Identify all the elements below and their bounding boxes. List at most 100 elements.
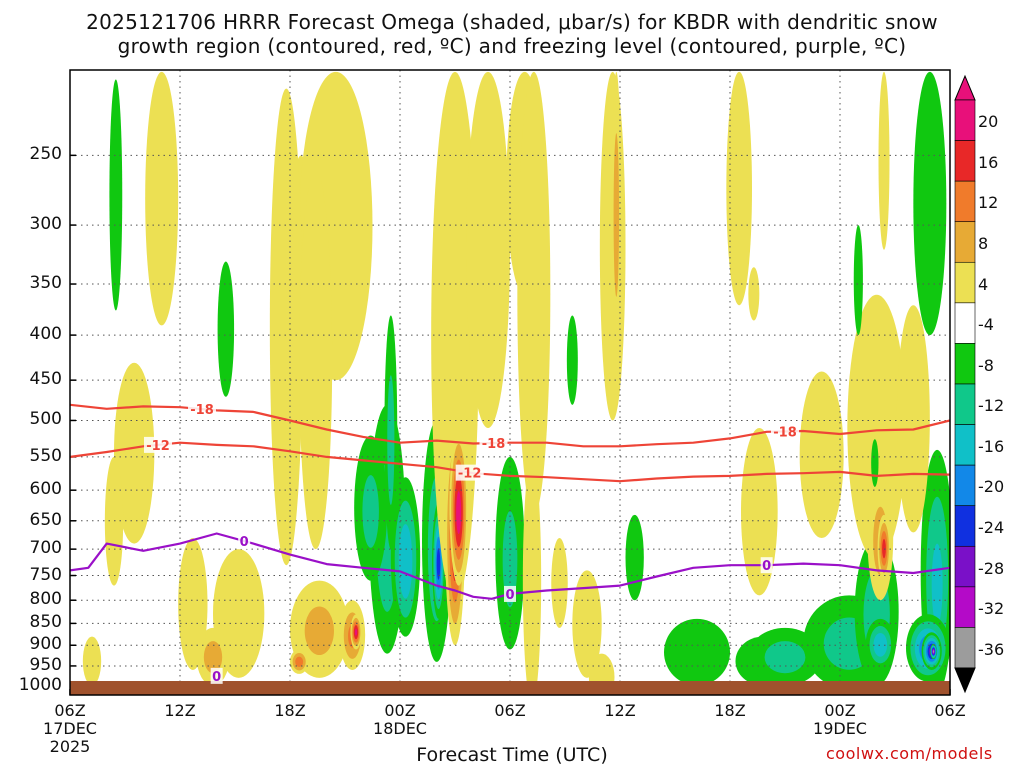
omega-band bbox=[304, 606, 335, 656]
omega-cell bbox=[354, 435, 388, 581]
omega-band bbox=[551, 538, 568, 628]
colorbar-label: -20 bbox=[978, 477, 1005, 497]
colorbar-label: -28 bbox=[978, 558, 1005, 578]
x-tick-time: 12Z bbox=[604, 701, 636, 720]
colorbar-swatch bbox=[954, 586, 976, 628]
y-tick-label: 950 bbox=[29, 654, 62, 675]
y-tick-label: 300 bbox=[29, 214, 62, 235]
omega-cell bbox=[217, 261, 235, 397]
omega-band bbox=[931, 543, 943, 625]
contour-label-bg bbox=[455, 464, 484, 481]
x-axis-label: Forecast Time (UTC) bbox=[416, 744, 608, 766]
chart-title-line1: 2025121706 HRRR Forecast Omega (shaded, … bbox=[86, 10, 938, 34]
colorbar-swatch bbox=[954, 383, 976, 425]
y-tick-label: 850 bbox=[29, 612, 62, 633]
omega-band bbox=[741, 428, 778, 596]
colorbar-swatch bbox=[954, 221, 976, 263]
omega-band bbox=[853, 225, 863, 336]
omega-cell bbox=[748, 627, 822, 686]
chart-title-line2: growth region (contoured, red, ºC) and f… bbox=[117, 34, 907, 58]
y-tick-label: 450 bbox=[29, 369, 62, 390]
omega-cell bbox=[390, 477, 421, 637]
omega-band bbox=[932, 650, 935, 653]
omega-cell bbox=[748, 267, 760, 321]
contour-label: 0 bbox=[505, 588, 514, 603]
omega-band bbox=[517, 71, 551, 515]
x-tick-date: 19DEC bbox=[813, 719, 867, 738]
colorbar-label: 20 bbox=[978, 112, 999, 132]
colorbar-label: -4 bbox=[978, 315, 994, 335]
omega-cell bbox=[625, 514, 644, 601]
omega-cell bbox=[145, 71, 179, 326]
contour-line bbox=[70, 403, 950, 448]
contour-label-bg bbox=[210, 667, 223, 684]
omega-cell bbox=[551, 538, 568, 628]
x-tick-date: 17DEC bbox=[43, 719, 97, 738]
colorbar-label: -24 bbox=[978, 518, 1005, 537]
omega-cell bbox=[611, 71, 621, 345]
omega-band bbox=[203, 641, 223, 674]
omega-band bbox=[269, 88, 303, 566]
omega-cell bbox=[82, 636, 102, 686]
omega-cell bbox=[290, 649, 309, 674]
contour-label: 0 bbox=[762, 559, 771, 574]
omega-band bbox=[799, 371, 844, 539]
contour-dgz-top: -18 -18 -18 bbox=[70, 401, 950, 452]
contour-label: -18 bbox=[190, 403, 214, 418]
x-tick-label: 18Z bbox=[250, 702, 330, 720]
omega-cell bbox=[178, 538, 208, 670]
colorbar-swatch bbox=[954, 180, 976, 223]
x-tick-time: 06Z bbox=[54, 701, 86, 720]
omega-band bbox=[664, 618, 730, 686]
colorbar-label: 16 bbox=[978, 152, 999, 172]
x-tick-date: 18DEC bbox=[373, 719, 427, 738]
x-tick-label: 00Z 19DEC bbox=[800, 702, 880, 738]
omega-cell bbox=[449, 428, 468, 586]
colorbar-label: -36 bbox=[978, 639, 1005, 659]
x-tick-label: 06Z bbox=[470, 702, 550, 720]
colorbar-label: -12 bbox=[978, 396, 1005, 416]
omega-shading bbox=[82, 71, 950, 695]
omega-cell bbox=[896, 305, 930, 533]
x-tick-time: 06Z bbox=[934, 701, 966, 720]
contour-label: -12 bbox=[146, 439, 170, 454]
plot-frame bbox=[69, 69, 951, 696]
colorbar-top-arrow bbox=[954, 74, 976, 101]
omega-band bbox=[178, 538, 208, 670]
x-tick-time: 00Z bbox=[824, 701, 856, 720]
omega-cell bbox=[871, 439, 879, 487]
omega-band bbox=[109, 79, 123, 311]
x-tick-label: 00Z 18DEC bbox=[360, 702, 440, 738]
omega-cell bbox=[109, 79, 123, 311]
omega-band bbox=[502, 511, 518, 608]
colorbar-swatch bbox=[954, 343, 976, 385]
omega-cell bbox=[517, 71, 551, 515]
y-tick-label: 550 bbox=[29, 445, 62, 466]
omega-band bbox=[625, 514, 644, 601]
x-tick-time: 12Z bbox=[164, 701, 196, 720]
colorbar-swatch bbox=[954, 627, 976, 669]
contour-label-bg bbox=[238, 533, 251, 550]
omega-cell bbox=[572, 570, 602, 678]
contour-label-bg bbox=[504, 585, 516, 602]
contour-label: -18 bbox=[482, 437, 506, 452]
x-tick-label: 06Z 17DEC 2025 bbox=[30, 702, 110, 756]
omega-band bbox=[217, 261, 235, 397]
omega-cell bbox=[799, 371, 844, 539]
y-tick-label: 650 bbox=[29, 509, 62, 530]
omega-cell bbox=[350, 614, 362, 650]
omega-cell bbox=[930, 643, 937, 660]
y-tick-label: 1000 bbox=[18, 674, 62, 695]
omega-band bbox=[295, 656, 304, 668]
contour-label-bg bbox=[188, 401, 216, 418]
omega-band bbox=[466, 71, 510, 429]
colorbar-swatch bbox=[954, 302, 976, 344]
contour-label: 0 bbox=[212, 670, 221, 685]
omega-band bbox=[522, 456, 542, 695]
omega-band bbox=[354, 628, 358, 636]
colorbar-bottom-arrow bbox=[954, 667, 976, 694]
omega-cell bbox=[495, 456, 525, 650]
colorbar-label: 4 bbox=[978, 274, 989, 294]
x-tick-label: 18Z bbox=[690, 702, 770, 720]
